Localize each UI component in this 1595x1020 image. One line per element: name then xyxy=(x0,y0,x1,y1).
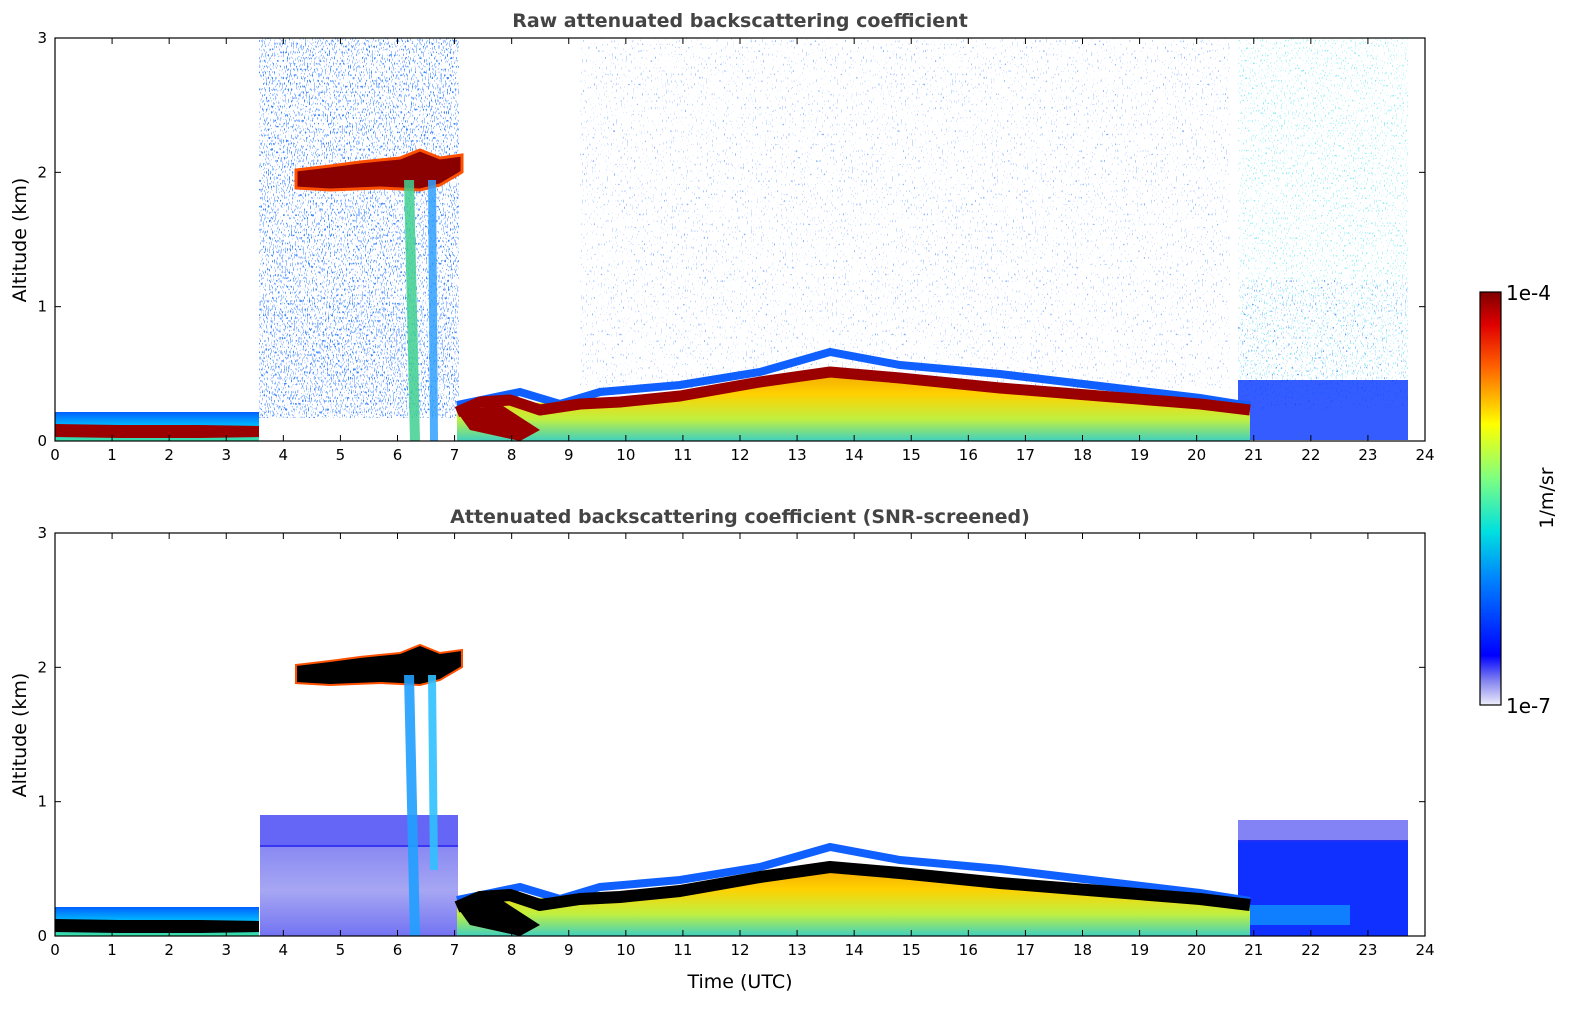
top-x-tick-label: 7 xyxy=(450,446,460,464)
bottom-x-tick-label: 5 xyxy=(336,941,346,959)
low-layer xyxy=(55,424,259,438)
boundary-layer-fill xyxy=(457,368,1250,441)
top-x-tick-label: 21 xyxy=(1244,446,1263,464)
colorbar-min-label: 1e-7 xyxy=(1506,694,1551,718)
top-y-tick-label: 2 xyxy=(37,163,47,181)
bottom-x-tick-label: 13 xyxy=(788,941,807,959)
top-x-tick-label: 15 xyxy=(902,446,921,464)
bottom-x-tick-label: 21 xyxy=(1244,941,1263,959)
low-layer-saturated xyxy=(55,919,259,933)
bottom-x-tick-label: 16 xyxy=(959,941,978,959)
top-x-tick-label: 12 xyxy=(730,446,749,464)
residual-layer-a-top xyxy=(260,815,458,847)
top-x-tick-label: 4 xyxy=(279,446,289,464)
top-x-tick-label: 10 xyxy=(616,446,635,464)
noise-region-c xyxy=(580,38,1230,388)
bottom-heatmap xyxy=(55,643,1408,936)
top-x-tick-label: 9 xyxy=(564,446,574,464)
bottom-chart-title: Attenuated backscattering coefficient (S… xyxy=(450,506,1030,528)
top-x-tick-label: 23 xyxy=(1358,446,1377,464)
top-x-tick-label: 22 xyxy=(1301,446,1320,464)
top-axes: 0 1 2 3 4 5 6 7 8 9 10 11 12 13 14 15 16 17 18 19 20 21 22 23 24… xyxy=(37,29,1434,464)
top-x-tick-label: 3 xyxy=(221,446,231,464)
bottom-x-tick-label: 12 xyxy=(730,941,749,959)
top-chart-title: Raw attenuated backscattering coefficien… xyxy=(512,10,968,32)
bottom-ylabel: Altitude (km) xyxy=(9,673,31,798)
top-x-tick-label: 0 xyxy=(50,446,60,464)
bottom-y-tick-label: 0 xyxy=(37,927,47,945)
top-y-tick-label: 0 xyxy=(37,432,47,450)
boundary-layer-wedge-2 xyxy=(457,899,540,936)
boundary-layer-edge xyxy=(456,347,1251,410)
bottom-x-tick-label: 3 xyxy=(221,941,231,959)
boundary-layer-top xyxy=(454,366,1251,418)
top-x-tick-label: 20 xyxy=(1187,446,1206,464)
top-x-tick-label: 1 xyxy=(107,446,117,464)
bottom-xlabel: Time (UTC) xyxy=(686,971,792,993)
bottom-x-tick-label: 17 xyxy=(1016,941,1035,959)
bottom-x-tick-label: 1 xyxy=(107,941,117,959)
fall-streak-3 xyxy=(404,675,420,936)
colorbar-label: 1/m/sr xyxy=(1536,467,1558,528)
top-x-tick-label: 8 xyxy=(507,446,517,464)
top-x-tick-label: 13 xyxy=(788,446,807,464)
top-x-tick-label: 2 xyxy=(164,446,174,464)
bottom-x-tick-label: 8 xyxy=(507,941,517,959)
top-x-tick-label: 17 xyxy=(1016,446,1035,464)
bottom-x-tick-label: 4 xyxy=(279,941,289,959)
bottom-x-tick-label: 11 xyxy=(673,941,692,959)
bottom-x-tick-label: 14 xyxy=(845,941,864,959)
bottom-x-tick-label: 24 xyxy=(1415,941,1434,959)
bottom-y-tick-label: 3 xyxy=(37,524,47,542)
boundary-layer-fill-2 xyxy=(457,863,1250,936)
elevated-layer xyxy=(294,148,464,192)
boundary-layer-top-saturated xyxy=(454,861,1251,913)
top-x-tick-label: 24 xyxy=(1415,446,1434,464)
bottom-x-tick-label: 20 xyxy=(1187,941,1206,959)
bottom-x-tick-label: 9 xyxy=(564,941,574,959)
bottom-x-tick-label: 0 xyxy=(50,941,60,959)
top-x-tick-label: 5 xyxy=(336,446,346,464)
colorbar xyxy=(1479,291,1502,706)
bottom-x-tick-label: 15 xyxy=(902,941,921,959)
residual-layer-b-top xyxy=(1238,820,1408,842)
top-y-tick-label: 3 xyxy=(37,29,47,47)
top-x-tick-label: 11 xyxy=(673,446,692,464)
residual-layer-b-cyan xyxy=(1250,905,1350,925)
top-x-tick-label: 18 xyxy=(1073,446,1092,464)
fall-streak-1 xyxy=(404,180,420,441)
bottom-x-tick-label: 19 xyxy=(1130,941,1149,959)
top-x-tick-label: 19 xyxy=(1130,446,1149,464)
noise-region-b-base xyxy=(1238,380,1408,440)
top-heatmap xyxy=(55,38,1408,441)
fall-streak-4 xyxy=(428,675,438,870)
boundary-layer-wedge xyxy=(457,404,540,441)
bottom-x-tick-label: 6 xyxy=(393,941,403,959)
residual-layer-a xyxy=(260,845,458,936)
bottom-y-tick-label: 2 xyxy=(37,658,47,676)
bottom-x-tick-label: 18 xyxy=(1073,941,1092,959)
top-x-tick-label: 6 xyxy=(393,446,403,464)
bottom-x-tick-label: 22 xyxy=(1301,941,1320,959)
bottom-x-tick-label: 10 xyxy=(616,941,635,959)
bottom-x-tick-label: 2 xyxy=(164,941,174,959)
fall-streak-2 xyxy=(428,180,438,441)
elevated-layer-saturated xyxy=(295,643,463,687)
top-x-tick-label: 14 xyxy=(845,446,864,464)
colorbar-max-label: 1e-4 xyxy=(1506,281,1551,305)
top-y-tick-label: 1 xyxy=(37,298,47,316)
bottom-y-tick-label: 1 xyxy=(37,793,47,811)
bottom-x-tick-label: 23 xyxy=(1358,941,1377,959)
noise-region-a-dense xyxy=(259,300,459,418)
bottom-axes: 0 1 2 3 4 5 6 7 8 9 10 11 12 13 14 15 16 17 18 19 20 21 22 23 24… xyxy=(37,524,1434,959)
top-x-tick-label: 16 xyxy=(959,446,978,464)
top-ylabel: Altitude (km) xyxy=(9,178,31,303)
bottom-x-tick-label: 7 xyxy=(450,941,460,959)
